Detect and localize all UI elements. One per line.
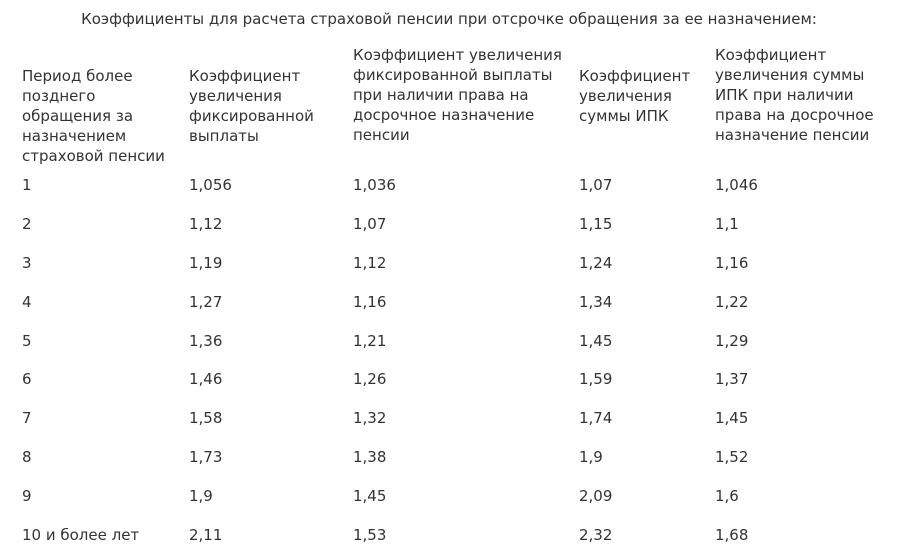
coefficients-table: Период более позднего обращения за назна…: [14, 43, 908, 554]
header-fixed-payment-early: Коэффициент увеличения фиксированной вып…: [353, 46, 562, 144]
header-period: Период более позднего обращения за назна…: [22, 67, 165, 165]
cell-ipk: 1,24: [579, 253, 613, 272]
table-row: 6 1,46 1,26 1,59 1,37: [14, 360, 908, 399]
cell-period: 1: [22, 176, 32, 195]
page-title: Коэффициенты для расчета страховой пенси…: [81, 10, 817, 28]
cell-ipk-early: 1,29: [715, 331, 749, 350]
header-ipk: Коэффициент увеличения суммы ИПК: [579, 67, 691, 125]
cell-period: 8: [22, 447, 32, 466]
cell-ipk: 1,9: [579, 447, 603, 466]
header-ipk-early: Коэффициент увеличения суммы ИПК при нал…: [715, 46, 874, 144]
table-row: 4 1,27 1,16 1,34 1,22: [14, 282, 908, 321]
cell-period: 9: [22, 486, 32, 505]
table-row: 1 1,056 1,036 1,07 1,046: [14, 166, 908, 205]
cell-fixed-payment-early: 1,07: [353, 215, 387, 234]
cell-ipk-early: 1,52: [715, 447, 749, 466]
cell-fixed-payment: 1,12: [189, 215, 223, 234]
cell-fixed-payment: 1,9: [189, 486, 213, 505]
cell-ipk: 1,07: [579, 176, 613, 195]
cell-fixed-payment-early: 1,53: [353, 525, 387, 544]
cell-period: 3: [22, 253, 32, 272]
cell-period: 6: [22, 370, 32, 389]
cell-fixed-payment-early: 1,12: [353, 253, 387, 272]
cell-period: 10 и более лет: [22, 525, 140, 544]
cell-ipk-early: 1,6: [715, 486, 739, 505]
cell-ipk: 1,45: [579, 331, 613, 350]
cell-fixed-payment-early: 1,21: [353, 331, 387, 350]
cell-fixed-payment-early: 1,26: [353, 370, 387, 389]
table-row: 9 1,9 1,45 2,09 1,6: [14, 476, 908, 515]
cell-fixed-payment-early: 1,32: [353, 409, 387, 428]
cell-ipk: 2,32: [579, 525, 613, 544]
table-row: 10 и более лет 2,11 1,53 2,32 1,68: [14, 515, 908, 554]
cell-ipk: 1,74: [579, 409, 613, 428]
header-fixed-payment: Коэффициент увеличения фиксированной вып…: [189, 67, 314, 145]
cell-ipk-early: 1,68: [715, 525, 749, 544]
table-row: 8 1,73 1,38 1,9 1,52: [14, 438, 908, 477]
cell-ipk: 1,59: [579, 370, 613, 389]
cell-ipk-early: 1,22: [715, 292, 749, 311]
cell-fixed-payment-early: 1,38: [353, 447, 387, 466]
cell-period: 7: [22, 409, 32, 428]
cell-period: 5: [22, 331, 32, 350]
cell-fixed-payment: 1,056: [189, 176, 232, 195]
table-row: 5 1,36 1,21 1,45 1,29: [14, 321, 908, 360]
cell-fixed-payment: 2,11: [189, 525, 223, 544]
cell-fixed-payment: 1,19: [189, 253, 223, 272]
table-row: 3 1,19 1,12 1,24 1,16: [14, 244, 908, 283]
cell-fixed-payment: 1,73: [189, 447, 223, 466]
cell-fixed-payment-early: 1,16: [353, 292, 387, 311]
cell-ipk-early: 1,1: [715, 215, 739, 234]
table-row: 2 1,12 1,07 1,15 1,1: [14, 205, 908, 244]
cell-ipk: 1,34: [579, 292, 613, 311]
cell-ipk-early: 1,046: [715, 176, 758, 195]
table-body: 1 1,056 1,036 1,07 1,046 2 1,12 1,07 1,15 1,1 3 1,1…: [14, 166, 908, 554]
cell-period: 4: [22, 292, 32, 311]
cell-fixed-payment: 1,58: [189, 409, 223, 428]
cell-period: 2: [22, 215, 32, 234]
table-row: 7 1,58 1,32 1,74 1,45: [14, 399, 908, 438]
table-header-row: Период более позднего обращения за назна…: [14, 43, 908, 166]
cell-ipk-early: 1,37: [715, 370, 749, 389]
cell-fixed-payment: 1,36: [189, 331, 223, 350]
cell-ipk: 1,15: [579, 215, 613, 234]
cell-ipk: 2,09: [579, 486, 613, 505]
cell-fixed-payment-early: 1,036: [353, 176, 396, 195]
cell-fixed-payment: 1,27: [189, 292, 223, 311]
cell-fixed-payment: 1,46: [189, 370, 223, 389]
cell-ipk-early: 1,45: [715, 409, 749, 428]
cell-ipk-early: 1,16: [715, 253, 749, 272]
cell-fixed-payment-early: 1,45: [353, 486, 387, 505]
